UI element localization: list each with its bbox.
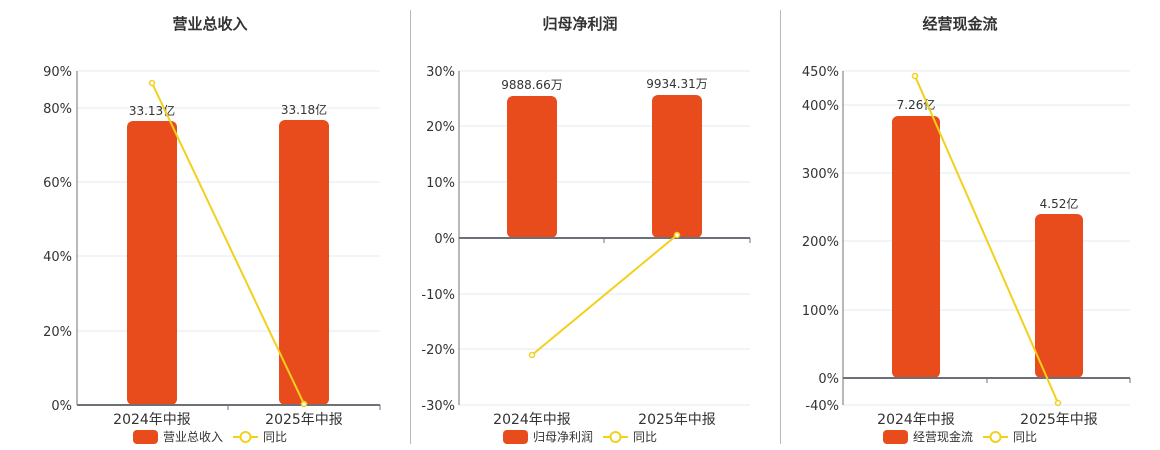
panel-divider-2 xyxy=(780,10,781,444)
svg-text:0%: 0% xyxy=(51,399,72,414)
line-circle-icon xyxy=(983,430,1009,443)
legend-bar-label: 归母净利润 xyxy=(533,430,594,444)
svg-text:-10%: -10% xyxy=(421,288,455,303)
svg-text:400%: 400% xyxy=(802,99,839,114)
yoy-point[interactable] xyxy=(300,400,308,408)
svg-text:-30%: -30% xyxy=(421,399,455,414)
bar-2024[interactable] xyxy=(892,116,940,378)
x-axis-labels: 2024年中报 2025年中报 xyxy=(493,412,716,428)
svg-text:2025年中报: 2025年中报 xyxy=(265,412,343,428)
yoy-point[interactable] xyxy=(911,72,919,80)
y-axis-ticks: 450% 400% 300% 200% 100% 0% -40% xyxy=(802,65,839,414)
gridlines xyxy=(77,70,380,332)
svg-text:450%: 450% xyxy=(802,65,839,80)
line-circle-icon xyxy=(603,430,629,443)
bar-2025[interactable] xyxy=(279,120,329,405)
svg-text:20%: 20% xyxy=(426,120,455,135)
y-axis-ticks: 30% 20% 10% 0% -10% -20% -30% xyxy=(421,65,455,414)
svg-text:0%: 0% xyxy=(818,372,839,387)
bar-swatch-icon xyxy=(503,429,528,444)
svg-text:33.18亿: 33.18亿 xyxy=(281,102,327,117)
chart-operating-cash-flow: 450% 400% 300% 200% 100% 0% -40% 7.26亿 4… xyxy=(802,65,1131,428)
svg-text:20%: 20% xyxy=(43,325,72,340)
svg-text:4.52亿: 4.52亿 xyxy=(1040,196,1079,211)
x-axis-labels: 2024年中报 2025年中报 xyxy=(113,412,343,428)
chart-title-operating-cash-flow: 经营现金流 xyxy=(922,15,998,33)
svg-text:100%: 100% xyxy=(802,304,839,319)
svg-text:-20%: -20% xyxy=(421,343,455,358)
legend-bar-label: 经营现金流 xyxy=(913,430,974,444)
chart-revenue: 90% 80% 60% 40% 20% 0% 33.13亿 33.18亿 202… xyxy=(43,65,381,428)
svg-text:2024年中报: 2024年中报 xyxy=(113,412,191,428)
chart-title-net-profit: 归母净利润 xyxy=(542,15,618,33)
svg-text:2025年中报: 2025年中报 xyxy=(1020,412,1098,428)
svg-text:200%: 200% xyxy=(802,235,839,250)
yoy-line xyxy=(531,234,678,356)
bar-2025[interactable] xyxy=(652,95,702,238)
svg-text:9934.31万: 9934.31万 xyxy=(646,77,708,91)
legend-bar-label: 营业总收入 xyxy=(163,430,224,444)
bar-2024[interactable] xyxy=(127,121,177,405)
legend-net-profit[interactable]: 归母净利润 同比 xyxy=(503,428,657,445)
svg-text:90%: 90% xyxy=(43,65,72,80)
bar-value-labels: 9888.66万 9934.31万 xyxy=(501,77,708,92)
yoy-line xyxy=(914,75,1059,404)
svg-text:60%: 60% xyxy=(43,176,72,191)
line-circle-icon xyxy=(233,430,259,443)
svg-text:2025年中报: 2025年中报 xyxy=(638,412,716,428)
yoy-point[interactable] xyxy=(673,231,681,239)
chart-net-profit: 30% 20% 10% 0% -10% -20% -30% 9888.66万 9… xyxy=(421,65,751,428)
legend-revenue[interactable]: 营业总收入 同比 xyxy=(133,428,287,445)
bar-2024[interactable] xyxy=(507,96,557,238)
chart-title-revenue: 营业总收入 xyxy=(172,15,248,33)
legend-line-label: 同比 xyxy=(263,430,288,444)
svg-text:9888.66万: 9888.66万 xyxy=(501,78,563,92)
yoy-line xyxy=(151,82,305,405)
svg-text:10%: 10% xyxy=(426,176,455,191)
svg-text:2024年中报: 2024年中报 xyxy=(493,412,571,428)
bar-value-labels: 33.13亿 33.18亿 xyxy=(129,102,327,118)
legend-line-label: 同比 xyxy=(1013,430,1038,444)
svg-text:2024年中报: 2024年中报 xyxy=(877,412,955,428)
y-axis-ticks: 90% 80% 60% 40% 20% 0% xyxy=(43,65,72,414)
legend-operating-cash-flow[interactable]: 经营现金流 同比 xyxy=(883,428,1037,445)
panel-divider-1 xyxy=(410,10,411,444)
yoy-point[interactable] xyxy=(528,351,536,359)
legend-line-label: 同比 xyxy=(633,430,658,444)
bar-2025[interactable] xyxy=(1035,214,1083,378)
svg-text:300%: 300% xyxy=(802,167,839,182)
yoy-point[interactable] xyxy=(148,79,156,87)
svg-text:80%: 80% xyxy=(43,102,72,117)
bar-swatch-icon xyxy=(133,429,158,444)
x-axis-labels: 2024年中报 2025年中报 xyxy=(877,412,1098,428)
bar-swatch-icon xyxy=(883,429,908,444)
svg-text:40%: 40% xyxy=(43,250,72,265)
svg-text:30%: 30% xyxy=(426,65,455,80)
svg-text:-40%: -40% xyxy=(805,399,839,414)
svg-text:0%: 0% xyxy=(434,232,455,247)
yoy-point[interactable] xyxy=(1054,399,1062,407)
